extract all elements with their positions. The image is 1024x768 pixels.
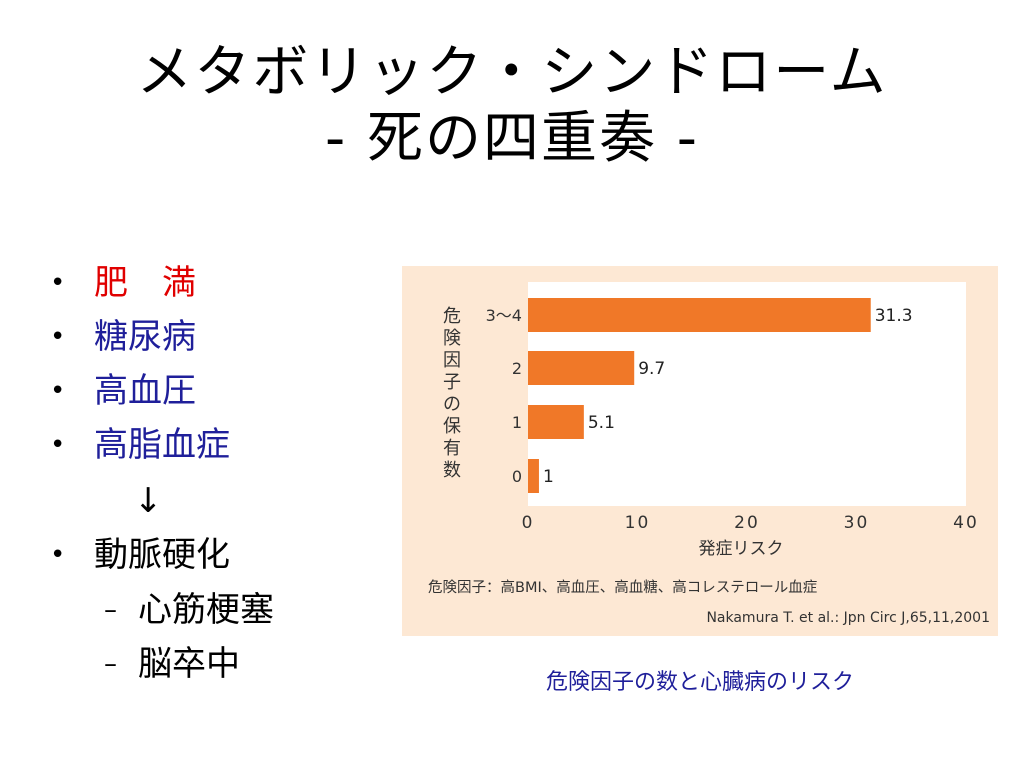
category-label: 0 [512,467,522,486]
data-label: 9.7 [638,359,665,379]
sub-bullet-dash: – [104,649,117,679]
category-label: 3～4 [486,306,522,325]
risk-chart-panel: 31.3 3～4 9.7 2 5.1 1 1 0 危険因子の保有数 0 10 20 30 40 発症リスク危… [402,266,998,636]
y-axis-label-char: 有 [443,438,461,459]
x-tick-label: 40 [953,513,979,533]
down-arrow: ↓ [50,474,370,530]
bar-3 [528,459,539,493]
title-subtitle: - 死の四重奏 - [324,106,699,171]
y-axis-label-char: 険 [443,328,461,349]
y-axis-label-char: 危 [443,306,461,327]
category-label: 1 [512,413,522,432]
sub-item-text: 脳卒中 [138,644,240,684]
bullet-item-arteriosclerosis: • 動脈硬化 [50,530,370,584]
data-label: 1 [543,467,554,487]
y-axis-label-char: の [443,394,461,415]
x-tick-label: 0 [522,513,535,533]
bullet-text: 肥 満 [94,263,196,303]
bullet-item-hyperlipidemia: • 高脂血症 [50,420,370,474]
bullet-item-obesity: • 肥 満 [50,258,370,312]
bar-1 [528,351,635,385]
bar-2 [528,405,584,439]
chart-footnote: 危険因子：高BMI、高血圧、高血糖、高コレステロール血症 [428,579,817,596]
bullet-list: • 肥 満 • 糖尿病 • 高血圧 • 高脂血症 ↓ • 動脈硬化 – 心筋梗塞… [50,258,370,692]
data-label: 31.3 [875,306,913,326]
slide-title: メタボリック・シンドローム - 死の四重奏 - [0,40,1024,172]
x-tick-label: 20 [734,513,760,533]
down-arrow-icon: ↓ [134,481,163,521]
bullet-item-hypertension: • 高血圧 [50,366,370,420]
bullet-dot: • [50,376,66,406]
bullet-text: 糖尿病 [94,317,196,357]
bullet-text: 高脂血症 [94,425,230,465]
bullet-text: 高血圧 [94,371,196,411]
sub-item-stroke: – 脳卒中 [50,638,370,692]
sub-item-myocardial-infarction: – 心筋梗塞 [50,584,370,638]
bullet-dot: • [50,430,66,460]
bullet-item-diabetes: • 糖尿病 [50,312,370,366]
x-tick-label: 10 [625,513,651,533]
bullet-text: 動脈硬化 [94,535,230,575]
x-axis-label: 発症リスク [699,539,784,559]
bullet-dot: • [50,322,66,352]
y-axis-label-char: 子 [443,372,461,393]
y-axis-label-char: 数 [443,460,461,481]
category-label: 2 [512,359,522,378]
y-axis-label-char: 因 [443,350,461,371]
chart-source: Nakamura T. et al.: Jpn Circ J,65,11,200… [706,610,990,626]
y-axis-label-char: 保 [443,416,461,437]
sub-bullet-dash: – [104,595,117,625]
data-label: 5.1 [588,413,615,433]
chart-caption: 危険因子の数と心臓病のリスク [545,670,854,695]
bullet-dot: • [50,268,66,298]
sub-item-text: 心筋梗塞 [138,590,274,630]
bar-0 [528,298,871,332]
title-main: メタボリック・シンドローム [136,40,888,105]
bullet-dot: • [50,540,66,570]
x-tick-label: 30 [844,513,870,533]
